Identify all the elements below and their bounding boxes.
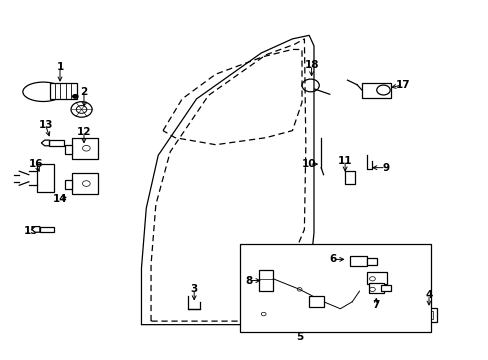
Bar [368, 283, 384, 293]
Text: 11: 11 [337, 156, 352, 166]
Bar [308, 296, 323, 307]
Text: 6: 6 [329, 255, 336, 264]
Bar [366, 272, 386, 284]
Bar [40, 226, 54, 232]
Text: 12: 12 [77, 127, 91, 138]
Ellipse shape [23, 82, 63, 102]
Text: 13: 13 [38, 120, 53, 130]
Text: 17: 17 [394, 80, 409, 90]
Polygon shape [41, 140, 49, 146]
Text: 14: 14 [53, 194, 67, 204]
Circle shape [72, 94, 79, 99]
Bar [37, 164, 54, 192]
Text: 15: 15 [24, 226, 39, 236]
Bar [49, 140, 64, 146]
Text: 3: 3 [190, 284, 198, 294]
Bar [239, 243, 430, 332]
Bar [50, 83, 77, 99]
Bar [361, 83, 390, 98]
Text: 5: 5 [295, 332, 303, 342]
Bar [349, 256, 366, 266]
Text: 7: 7 [372, 300, 379, 310]
Text: 1: 1 [56, 62, 63, 72]
Text: 16: 16 [29, 159, 43, 169]
Bar [64, 145, 72, 154]
Text: 18: 18 [304, 60, 318, 70]
Text: 9: 9 [382, 163, 388, 173]
Text: 10: 10 [301, 159, 316, 169]
Polygon shape [32, 226, 40, 232]
Bar [366, 258, 376, 265]
Text: 2: 2 [80, 87, 87, 97]
Text: 4: 4 [425, 290, 432, 300]
Bar [72, 138, 98, 159]
Bar [72, 173, 98, 194]
Text: 8: 8 [245, 275, 252, 285]
Bar [64, 180, 72, 189]
Bar [421, 311, 432, 319]
Bar [258, 270, 273, 291]
Bar [417, 308, 436, 322]
Bar [380, 285, 390, 291]
